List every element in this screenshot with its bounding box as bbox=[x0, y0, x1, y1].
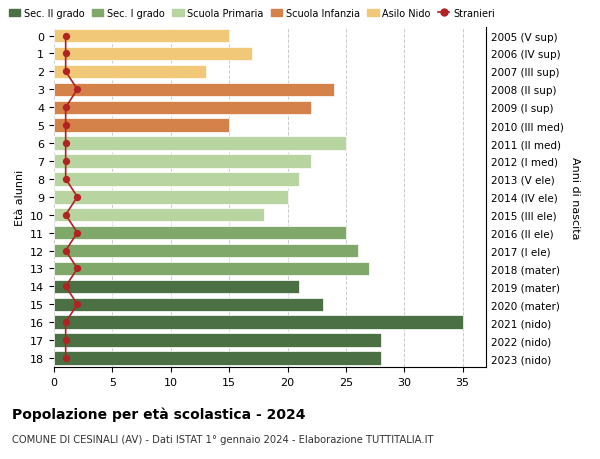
Point bbox=[61, 140, 70, 147]
Text: Popolazione per età scolastica - 2024: Popolazione per età scolastica - 2024 bbox=[12, 406, 305, 421]
Legend: Sec. II grado, Sec. I grado, Scuola Primaria, Scuola Infanzia, Asilo Nido, Stran: Sec. II grado, Sec. I grado, Scuola Prim… bbox=[5, 5, 499, 22]
Point bbox=[61, 337, 70, 344]
Bar bbox=[54, 226, 346, 240]
Point bbox=[61, 176, 70, 183]
Bar bbox=[54, 208, 264, 222]
Bar bbox=[54, 280, 299, 293]
Point bbox=[61, 33, 70, 40]
Point bbox=[61, 104, 70, 112]
Bar bbox=[54, 316, 463, 329]
Point bbox=[61, 319, 70, 326]
Bar bbox=[54, 48, 253, 61]
Point bbox=[73, 230, 82, 237]
Bar bbox=[54, 84, 334, 97]
Bar bbox=[54, 352, 381, 365]
Point bbox=[73, 301, 82, 308]
Point bbox=[73, 265, 82, 273]
Point bbox=[61, 247, 70, 255]
Bar bbox=[54, 119, 229, 133]
Y-axis label: Età alunni: Età alunni bbox=[14, 169, 25, 225]
Bar bbox=[54, 137, 346, 151]
Text: COMUNE DI CESINALI (AV) - Dati ISTAT 1° gennaio 2024 - Elaborazione TUTTITALIA.I: COMUNE DI CESINALI (AV) - Dati ISTAT 1° … bbox=[12, 434, 433, 444]
Bar bbox=[54, 244, 358, 257]
Point bbox=[73, 194, 82, 201]
Bar bbox=[54, 101, 311, 115]
Point bbox=[61, 50, 70, 58]
Bar bbox=[54, 262, 369, 275]
Point bbox=[61, 355, 70, 362]
Point bbox=[61, 158, 70, 165]
Bar bbox=[54, 66, 206, 79]
Point bbox=[61, 68, 70, 76]
Y-axis label: Anni di nascita: Anni di nascita bbox=[571, 156, 580, 239]
Bar bbox=[54, 30, 229, 43]
Point bbox=[73, 86, 82, 94]
Bar bbox=[54, 155, 311, 168]
Point bbox=[61, 122, 70, 129]
Bar bbox=[54, 190, 287, 204]
Bar bbox=[54, 334, 381, 347]
Bar bbox=[54, 298, 323, 311]
Bar bbox=[54, 173, 299, 186]
Point bbox=[61, 212, 70, 219]
Point bbox=[61, 283, 70, 291]
